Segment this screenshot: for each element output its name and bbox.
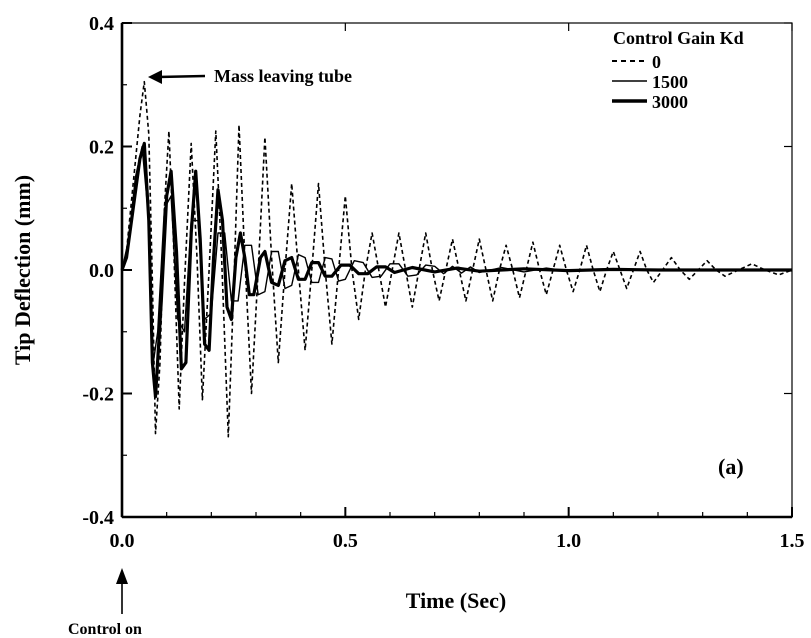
x-tick-label: 1.0 [556,530,581,552]
y-tick-label: -0.4 [82,507,114,529]
legend-label: 0 [652,52,661,72]
series-line-kd-1500 [121,145,792,364]
series-layer [120,80,793,438]
annotation-mass-leaving-tube: Mass leaving tube [148,66,352,86]
control-on-arrowhead [116,568,128,584]
x-tick-label: 1.5 [780,530,805,552]
annotation-text: Mass leaving tube [214,66,352,86]
x-tick-label: 0.5 [333,530,358,552]
annotation-control-on: Control on [68,568,142,638]
annotation-arrowhead [148,70,162,84]
y-tick-label: 0.4 [89,13,114,35]
y-axis-label: Tip Deflection (mm) [10,175,35,365]
x-axis-label: Time (Sec) [406,588,506,613]
series-line-kd-3000 [120,141,792,399]
y-tick-label: -0.2 [82,384,114,406]
y-tick-label: 0.0 [89,260,114,282]
annotation-arrow-line [157,74,206,79]
annotation-text: Control on [68,621,142,638]
series-line-kd-0 [121,80,793,438]
axes-layer: 0.40.20.0-0.2-0.40.0 0.5 1.0 1.5 [82,13,804,552]
x-tick-label: 0.0 [110,530,135,552]
legend-label: 3000 [652,92,688,112]
legend-label: 1500 [652,72,688,92]
y-tick-label: 0.2 [89,137,114,159]
legend: Control Gain Kd 0 1500 3000 [612,28,744,112]
panel-label: (a) [718,454,744,479]
legend-title: Control Gain Kd [613,28,744,48]
